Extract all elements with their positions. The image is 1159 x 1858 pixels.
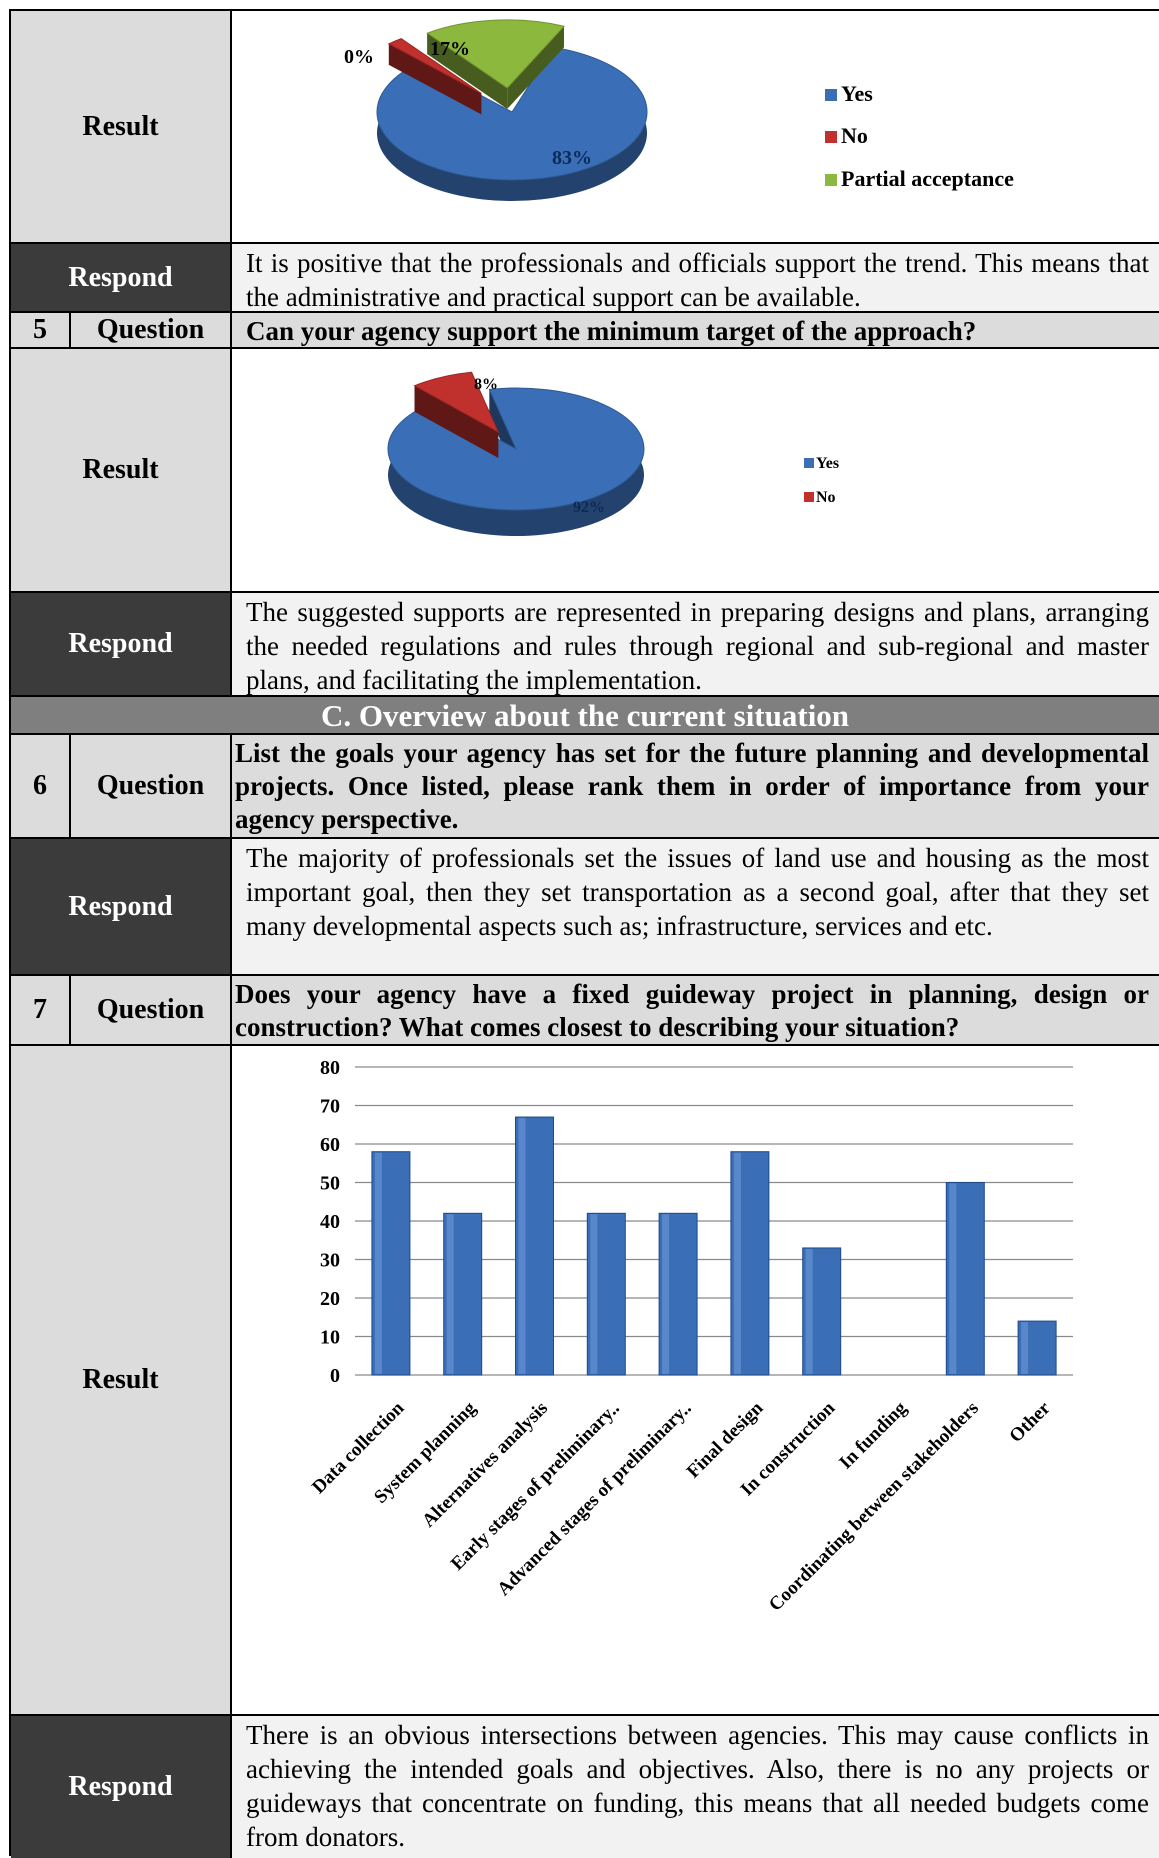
- result-row-pie1: Result 0% 17% 83% Yes No Partial accepta…: [11, 11, 1159, 244]
- pie2-label-8pct: 8%: [474, 376, 498, 393]
- legend-no: No: [816, 489, 836, 506]
- bar-highlight: [1021, 1322, 1029, 1374]
- question-row-7: 7 Question Does your agency have a fixed…: [11, 976, 1159, 1046]
- y-tick-label: 40: [320, 1211, 340, 1233]
- pie-slice-wall: [414, 385, 499, 458]
- pie1-label-17pct: 17%: [430, 38, 470, 60]
- y-tick-label: 20: [320, 1288, 340, 1310]
- respond-text-6: The majority of professionals set the is…: [246, 843, 1149, 941]
- legend-yes: Yes: [816, 455, 839, 472]
- x-tick-label: Alternatives analysis: [418, 1398, 552, 1532]
- legend-swatch-no: [825, 131, 837, 143]
- bar-highlight: [374, 1152, 382, 1374]
- respond-row-6: Respond The majority of professionals se…: [11, 839, 1159, 976]
- y-tick-label: 60: [320, 1134, 340, 1156]
- result-label: Result: [11, 1046, 232, 1714]
- survey-table: Result 0% 17% 83% Yes No Partial accepta…: [9, 9, 1159, 1858]
- legend-swatch-yes: [804, 458, 814, 468]
- bar-highlight: [662, 1214, 670, 1374]
- bar-highlight: [518, 1118, 526, 1374]
- y-tick-label: 0: [330, 1365, 340, 1387]
- respond-text-5: The suggested supports are represented i…: [246, 597, 1149, 695]
- pie1-chart-cell: 0% 17% 83% Yes No Partial acceptance: [232, 11, 1159, 242]
- question-label: Question: [71, 976, 232, 1044]
- respond-label: Respond: [11, 244, 232, 311]
- pie2-chart: 8% 92% Yes No: [387, 371, 839, 536]
- legend-swatch-partial: [825, 174, 837, 186]
- y-tick-label: 70: [320, 1096, 340, 1118]
- pie1-chart: 0% 17% 83% Yes No Partial acceptance: [344, 19, 1014, 201]
- legend-swatch-yes: [825, 89, 837, 101]
- bar-highlight: [590, 1214, 598, 1374]
- pie1-label-0pct: 0%: [344, 46, 374, 68]
- bar-chart-cell: 0 10 20 30 40 50 60 70 80 Data collection System p…: [232, 1046, 1159, 1714]
- legend-yes: Yes: [841, 81, 873, 106]
- y-tick-label: 10: [320, 1327, 340, 1349]
- pie-slice-wall: [427, 33, 508, 109]
- question-label: Question: [71, 735, 232, 837]
- y-tick-label: 50: [320, 1173, 340, 1195]
- x-tick-label: In funding: [835, 1397, 911, 1473]
- section-heading-c: C. Overview about the current situation: [11, 697, 1159, 735]
- pie-slice-no: [387, 38, 482, 94]
- result-label: Result: [11, 349, 232, 591]
- question-number: 6: [11, 735, 71, 837]
- respond-label: Respond: [11, 593, 232, 695]
- respond-row-7: Respond There is an obvious intersection…: [11, 1716, 1159, 1858]
- respond-row-1: Respond It is positive that the professi…: [11, 244, 1159, 313]
- bar-highlight: [733, 1152, 741, 1374]
- question-number: 5: [11, 313, 71, 347]
- pie2-chart-cell: 8% 92% Yes No: [232, 349, 1159, 591]
- bar-highlight: [805, 1248, 813, 1374]
- y-tick-label: 30: [320, 1250, 340, 1272]
- legend-no: No: [841, 123, 868, 148]
- question-row-5: 5 Question Can your agency support the m…: [11, 313, 1159, 349]
- pie-slice-partial-acceptance: [426, 19, 565, 89]
- respond-label: Respond: [11, 839, 232, 974]
- result-row-pie2: Result 8% 92% Yes No: [11, 349, 1159, 593]
- pie-slice-wall: [507, 26, 564, 109]
- bar-highlight: [446, 1214, 454, 1374]
- pie1-label-83pct: 83%: [552, 147, 592, 169]
- pie2-label-92pct: 92%: [573, 499, 605, 516]
- question-row-6: 6 Question List the goals your agency ha…: [11, 735, 1159, 839]
- pie-slice-no: [413, 371, 500, 434]
- respond-label: Respond: [11, 1716, 232, 1858]
- question-number: 7: [11, 976, 71, 1044]
- question-label: Question: [71, 313, 232, 347]
- y-tick-label: 80: [320, 1057, 340, 1079]
- question-text-5: Can your agency support the minimum targ…: [232, 313, 1159, 347]
- legend-partial: Partial acceptance: [841, 166, 1014, 191]
- respond-row-5: Respond The suggested supports are repre…: [11, 593, 1159, 697]
- result-label: Result: [11, 11, 232, 242]
- respond-text-1: It is positive that the professionals an…: [246, 248, 1149, 312]
- legend-swatch-no: [804, 492, 814, 502]
- question-text-7: Does your agency have a fixed guideway p…: [232, 976, 1159, 1044]
- result-row-bar: Result 0 10 20 30 40 50 60 70 80 Data collection S…: [11, 1046, 1159, 1716]
- question-text-6: List the goals your agency has set for t…: [232, 735, 1159, 837]
- bar-highlight: [949, 1183, 957, 1374]
- respond-text-7: There is an obvious intersections betwee…: [246, 1720, 1149, 1852]
- x-tick-label: Other: [1005, 1397, 1055, 1447]
